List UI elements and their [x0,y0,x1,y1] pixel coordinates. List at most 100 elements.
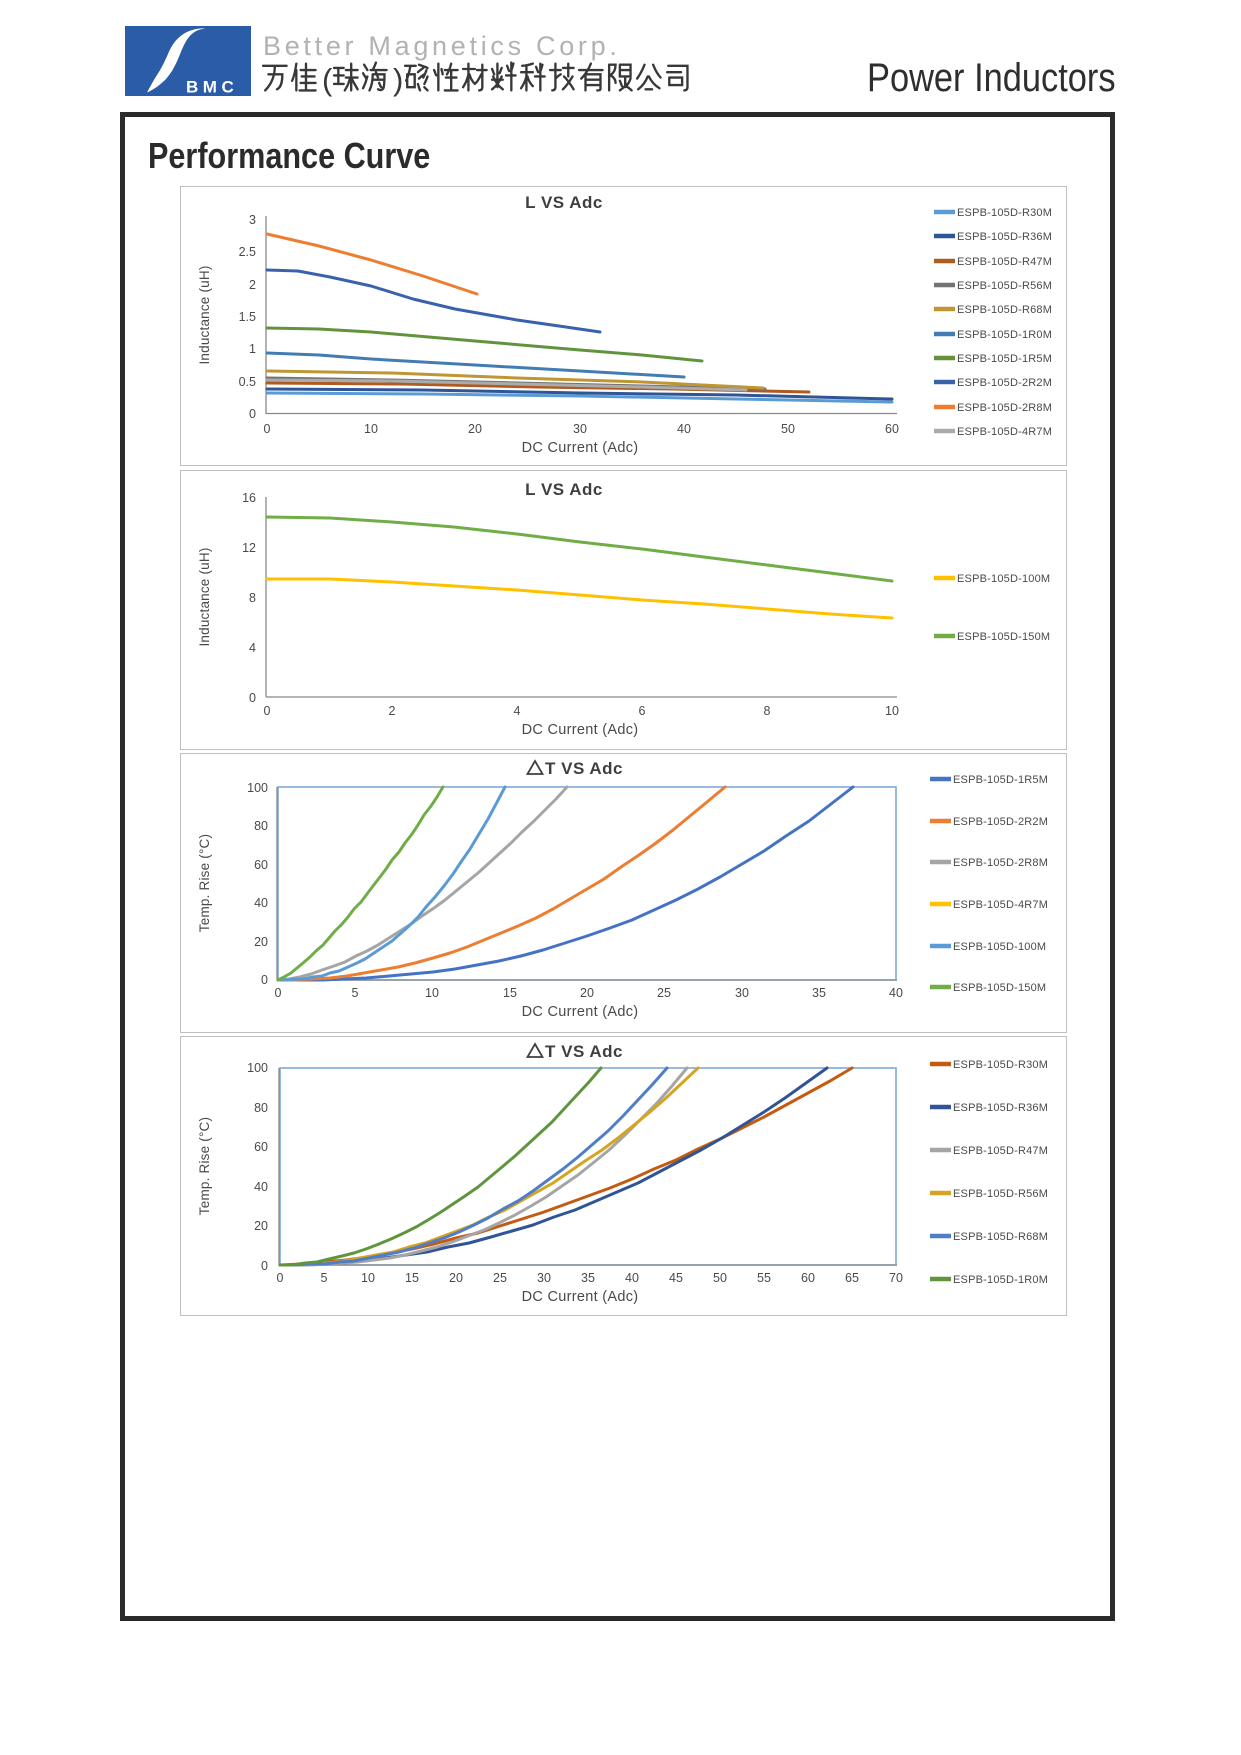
svg-text:ESPB-105D-2R2M: ESPB-105D-2R2M [957,377,1052,389]
svg-text:2: 2 [389,704,396,718]
svg-text:10: 10 [425,986,439,1000]
svg-text:ESPB-105D-1R0M: ESPB-105D-1R0M [957,329,1052,341]
svg-text:25: 25 [657,986,671,1000]
svg-text:DC Current (Adc): DC Current (Adc) [522,440,639,456]
svg-text:ESPB-105D-1R5M: ESPB-105D-1R5M [957,353,1052,365]
svg-text:0: 0 [264,422,271,436]
svg-text:45: 45 [669,1271,683,1285]
svg-text:0: 0 [261,1259,268,1273]
svg-text:0: 0 [249,691,256,705]
svg-text:L VS Adc: L VS Adc [525,480,603,499]
svg-text:35: 35 [812,986,826,1000]
svg-text:ESPB-105D-R36M: ESPB-105D-R36M [953,1102,1048,1114]
svg-text:80: 80 [254,1101,268,1115]
svg-text:ESPB-105D-R36M: ESPB-105D-R36M [957,231,1052,243]
svg-text:Temp. Rise (°C): Temp. Rise (°C) [197,834,212,932]
svg-text:DC Current (Adc): DC Current (Adc) [522,1004,639,1020]
svg-text:30: 30 [537,1271,551,1285]
svg-text:ESPB-105D-R68M: ESPB-105D-R68M [957,304,1052,316]
svg-text:3: 3 [249,213,256,227]
svg-text:0: 0 [264,704,271,718]
svg-text:50: 50 [781,422,795,436]
svg-text:Inductance (uH): Inductance (uH) [197,547,212,646]
svg-text:60: 60 [801,1271,815,1285]
svg-text:Temp. Rise (°C): Temp. Rise (°C) [197,1117,212,1215]
svg-text:ESPB-105D-100M: ESPB-105D-100M [957,573,1050,585]
svg-text:1: 1 [249,342,256,356]
svg-text:5: 5 [321,1271,328,1285]
svg-text:ESPB-105D-R47M: ESPB-105D-R47M [953,1145,1048,1157]
svg-text:8: 8 [249,591,256,605]
svg-text:100: 100 [247,1061,268,1075]
svg-text:0.5: 0.5 [239,375,256,389]
svg-text:0: 0 [249,407,256,421]
svg-text:20: 20 [254,1219,268,1233]
svg-text:ESPB-105D-R56M: ESPB-105D-R56M [957,280,1052,292]
svg-text:ESPB-105D-150M: ESPB-105D-150M [953,982,1046,994]
svg-text:L VS Adc: L VS Adc [525,193,603,212]
svg-text:Inductance (uH): Inductance (uH) [197,265,212,364]
svg-text:ESPB-105D-150M: ESPB-105D-150M [957,631,1050,643]
svg-text:ESPB-105D-R68M: ESPB-105D-R68M [953,1231,1048,1243]
svg-text:20: 20 [580,986,594,1000]
svg-text:20: 20 [254,935,268,949]
svg-text:ESPB-105D-R56M: ESPB-105D-R56M [953,1188,1048,1200]
svg-text:ESPB-105D-R47M: ESPB-105D-R47M [957,256,1052,268]
svg-text:12: 12 [242,541,256,555]
svg-text:40: 40 [254,1180,268,1194]
svg-text:70: 70 [889,1271,903,1285]
svg-text:15: 15 [503,986,517,1000]
svg-text:): ) [393,62,403,97]
svg-text:ESPB-105D-100M: ESPB-105D-100M [953,941,1046,953]
svg-text:ESPB-105D-R30M: ESPB-105D-R30M [957,207,1052,219]
svg-text:DC Current (Adc): DC Current (Adc) [522,1289,639,1305]
svg-text:35: 35 [581,1271,595,1285]
svg-text:(: ( [322,62,333,97]
svg-text:60: 60 [254,858,268,872]
svg-text:T VS Adc: T VS Adc [545,1042,623,1061]
svg-text:25: 25 [493,1271,507,1285]
svg-text:40: 40 [889,986,903,1000]
svg-text:T VS Adc: T VS Adc [545,759,623,778]
svg-text:2.5: 2.5 [239,245,256,259]
svg-text:ESPB-105D-2R8M: ESPB-105D-2R8M [953,857,1048,869]
svg-text:40: 40 [677,422,691,436]
svg-text:10: 10 [361,1271,375,1285]
svg-text:55: 55 [757,1271,771,1285]
svg-text:20: 20 [449,1271,463,1285]
svg-text:ESPB-105D-R30M: ESPB-105D-R30M [953,1059,1048,1071]
svg-text:100: 100 [247,781,268,795]
svg-text:ESPB-105D-1R5M: ESPB-105D-1R5M [953,774,1048,786]
svg-text:40: 40 [254,896,268,910]
svg-text:1.5: 1.5 [239,310,256,324]
svg-text:4: 4 [514,704,521,718]
svg-text:60: 60 [254,1140,268,1154]
svg-text:30: 30 [735,986,749,1000]
svg-text:ESPB-105D-4R7M: ESPB-105D-4R7M [957,426,1052,438]
svg-text:16: 16 [242,491,256,505]
svg-text:0: 0 [277,1271,284,1285]
svg-text:ESPB-105D-4R7M: ESPB-105D-4R7M [953,899,1048,911]
svg-text:10: 10 [885,704,899,718]
svg-text:40: 40 [625,1271,639,1285]
svg-text:6: 6 [639,704,646,718]
svg-text:15: 15 [405,1271,419,1285]
svg-text:60: 60 [885,422,899,436]
svg-text:0: 0 [261,973,268,987]
svg-text:20: 20 [468,422,482,436]
svg-text:ESPB-105D-2R2M: ESPB-105D-2R2M [953,816,1048,828]
svg-text:2: 2 [249,278,256,292]
svg-text:0: 0 [275,986,282,1000]
svg-text:80: 80 [254,819,268,833]
svg-text:5: 5 [352,986,359,1000]
svg-text:65: 65 [845,1271,859,1285]
svg-text:DC Current (Adc): DC Current (Adc) [522,722,639,738]
svg-text:30: 30 [573,422,587,436]
svg-text:ESPB-105D-1R0M: ESPB-105D-1R0M [953,1274,1048,1286]
svg-text:50: 50 [713,1271,727,1285]
svg-text:4: 4 [249,641,256,655]
svg-text:8: 8 [764,704,771,718]
svg-text:ESPB-105D-2R8M: ESPB-105D-2R8M [957,402,1052,414]
svg-text:10: 10 [364,422,378,436]
svg-text:BMC: BMC [186,78,238,97]
